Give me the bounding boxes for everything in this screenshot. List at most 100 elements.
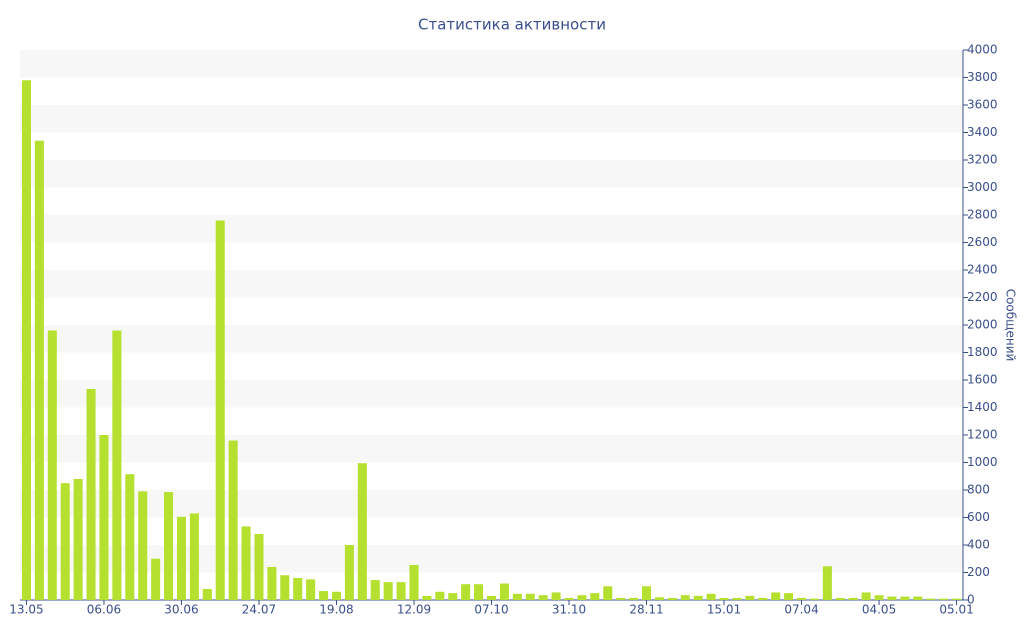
y-tick-label: 2800 (967, 208, 998, 222)
bar (125, 474, 135, 600)
y-tick-label: 3000 (967, 180, 998, 194)
bar (280, 575, 290, 600)
bar (138, 491, 148, 600)
bar (874, 595, 884, 600)
y-tick-label: 1200 (967, 428, 998, 442)
bar (693, 595, 703, 600)
bar (383, 582, 393, 600)
bar (848, 597, 858, 600)
bar (448, 593, 458, 600)
bar (732, 597, 742, 600)
x-tick-label: 19.08 (319, 603, 353, 617)
bar (202, 589, 212, 600)
x-tick-label: 05.01 (939, 603, 973, 617)
y-tick-label: 800 (967, 483, 990, 497)
y-tick-label: 1400 (967, 400, 998, 414)
bar (241, 526, 251, 600)
y-tick-label: 4000 (967, 43, 998, 57)
bar (357, 463, 367, 600)
bar (344, 545, 354, 600)
bar (99, 435, 109, 600)
bar (797, 597, 807, 600)
bar (952, 598, 962, 600)
bar (667, 597, 677, 600)
bar (254, 534, 264, 600)
y-tick-label: 2000 (967, 318, 998, 332)
bar (215, 220, 225, 600)
bar (822, 566, 832, 600)
bar (396, 582, 406, 600)
y-tick-label: 400 (967, 538, 990, 552)
bar (758, 597, 768, 600)
bar (60, 483, 70, 600)
bar (47, 330, 57, 600)
y-tick-label: 0 (967, 593, 975, 607)
grid-band (20, 105, 963, 133)
bar (422, 595, 432, 600)
bar (499, 583, 509, 600)
bar (21, 80, 31, 600)
bar (771, 592, 781, 600)
x-tick-label: 06.06 (87, 603, 121, 617)
bar (654, 597, 664, 600)
chart-title: Статистика активности (418, 16, 606, 34)
x-tick-label: 13.05 (9, 603, 43, 617)
bar (603, 586, 613, 600)
y-tick-label: 3600 (967, 98, 998, 112)
bar (319, 591, 329, 600)
x-tick-label: 15.01 (707, 603, 741, 617)
bar (228, 440, 238, 600)
bar (926, 598, 936, 600)
x-tick-label: 12.09 (397, 603, 431, 617)
bar (486, 595, 497, 600)
bar (525, 593, 535, 600)
bar (73, 479, 83, 600)
bar (176, 516, 186, 600)
bar (189, 513, 199, 600)
bar (616, 597, 626, 600)
bar (900, 596, 910, 600)
x-tick-label: 07.04 (784, 603, 818, 617)
bar (913, 596, 923, 600)
bar (34, 140, 44, 600)
bar (719, 597, 729, 600)
y-tick-label: 3800 (967, 70, 998, 84)
bar (512, 593, 522, 600)
y-tick-label: 2600 (967, 235, 998, 249)
y-axis-title: Сообщений (1004, 289, 1018, 362)
bar (267, 567, 277, 600)
grid-band (20, 270, 963, 298)
x-tick-label: 07.10 (474, 603, 508, 617)
grid-band (20, 545, 963, 573)
bar (887, 596, 897, 600)
grid-band (20, 490, 963, 518)
bar (151, 558, 161, 600)
grid-band (20, 215, 963, 243)
bar (551, 592, 561, 600)
bar (86, 388, 96, 600)
bar (835, 597, 845, 600)
bar (538, 595, 548, 600)
bar (680, 595, 690, 600)
x-tick-label: 31.10 (552, 603, 586, 617)
bar (435, 591, 445, 600)
bar (461, 584, 471, 600)
bar (641, 586, 652, 600)
y-tick-label: 1600 (967, 373, 998, 387)
bar (809, 598, 819, 600)
grid-band (20, 325, 963, 353)
grid-band (20, 50, 963, 78)
bar (577, 595, 587, 600)
bar (293, 578, 303, 600)
y-tick-label: 2400 (967, 263, 998, 277)
bar (784, 593, 794, 600)
bar (331, 591, 342, 600)
y-tick-label: 600 (967, 510, 990, 524)
x-tick-label: 04.05 (862, 603, 896, 617)
y-tick-label: 1000 (967, 455, 998, 469)
grid-band (20, 435, 963, 463)
bar (474, 584, 484, 600)
y-tick-label: 2200 (967, 290, 998, 304)
grid-band (20, 160, 963, 188)
